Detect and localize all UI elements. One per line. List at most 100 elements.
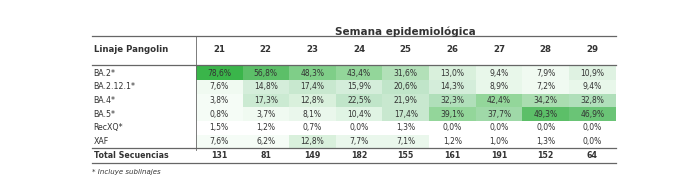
Text: 0,0%: 0,0% xyxy=(536,123,555,132)
Text: 14,8%: 14,8% xyxy=(254,82,278,91)
FancyBboxPatch shape xyxy=(382,135,429,148)
Text: 0,0%: 0,0% xyxy=(489,123,509,132)
FancyBboxPatch shape xyxy=(429,80,475,94)
Text: RecXQ*: RecXQ* xyxy=(94,123,124,132)
Text: 43,4%: 43,4% xyxy=(347,69,371,78)
Text: 17,3%: 17,3% xyxy=(254,96,278,105)
Text: 7,6%: 7,6% xyxy=(210,82,229,91)
Text: 0,7%: 0,7% xyxy=(303,123,322,132)
FancyBboxPatch shape xyxy=(336,135,382,148)
FancyBboxPatch shape xyxy=(475,80,522,94)
Text: 7,2%: 7,2% xyxy=(536,82,555,91)
FancyBboxPatch shape xyxy=(475,135,522,148)
FancyBboxPatch shape xyxy=(336,121,382,135)
Text: 12,8%: 12,8% xyxy=(301,96,324,105)
FancyBboxPatch shape xyxy=(475,66,522,80)
FancyBboxPatch shape xyxy=(429,107,475,121)
FancyBboxPatch shape xyxy=(336,66,382,80)
Text: 131: 131 xyxy=(211,151,227,160)
FancyBboxPatch shape xyxy=(569,135,615,148)
FancyBboxPatch shape xyxy=(475,107,522,121)
Text: 1,3%: 1,3% xyxy=(396,123,415,132)
Text: 0,8%: 0,8% xyxy=(210,110,229,119)
FancyBboxPatch shape xyxy=(522,80,569,94)
FancyBboxPatch shape xyxy=(382,94,429,107)
FancyBboxPatch shape xyxy=(289,94,336,107)
FancyBboxPatch shape xyxy=(242,94,289,107)
Text: 149: 149 xyxy=(304,151,321,160)
FancyBboxPatch shape xyxy=(289,135,336,148)
Text: 34,2%: 34,2% xyxy=(533,96,558,105)
FancyBboxPatch shape xyxy=(569,80,615,94)
FancyBboxPatch shape xyxy=(382,107,429,121)
Text: 28: 28 xyxy=(540,45,552,54)
Text: 12,8%: 12,8% xyxy=(301,137,324,146)
Text: 152: 152 xyxy=(538,151,554,160)
Text: 7,9%: 7,9% xyxy=(536,69,555,78)
Text: XAF: XAF xyxy=(94,137,109,146)
FancyBboxPatch shape xyxy=(382,80,429,94)
FancyBboxPatch shape xyxy=(475,94,522,107)
FancyBboxPatch shape xyxy=(522,135,569,148)
FancyBboxPatch shape xyxy=(569,107,615,121)
FancyBboxPatch shape xyxy=(429,135,475,148)
Text: 191: 191 xyxy=(491,151,507,160)
FancyBboxPatch shape xyxy=(569,121,615,135)
Text: 13,0%: 13,0% xyxy=(440,69,464,78)
Text: 0,0%: 0,0% xyxy=(583,123,602,132)
Text: 3,7%: 3,7% xyxy=(256,110,275,119)
FancyBboxPatch shape xyxy=(196,107,242,121)
Text: 155: 155 xyxy=(397,151,414,160)
FancyBboxPatch shape xyxy=(196,94,242,107)
Text: 49,3%: 49,3% xyxy=(533,110,558,119)
Text: 7,7%: 7,7% xyxy=(350,137,368,146)
FancyBboxPatch shape xyxy=(522,66,569,80)
Text: 56,8%: 56,8% xyxy=(254,69,278,78)
Text: 1,0%: 1,0% xyxy=(489,137,509,146)
Text: 14,3%: 14,3% xyxy=(440,82,464,91)
Text: 8,1%: 8,1% xyxy=(303,110,322,119)
FancyBboxPatch shape xyxy=(429,66,475,80)
Text: 6,2%: 6,2% xyxy=(256,137,275,146)
Text: 0,0%: 0,0% xyxy=(350,123,368,132)
Text: 17,4%: 17,4% xyxy=(300,82,324,91)
FancyBboxPatch shape xyxy=(475,121,522,135)
FancyBboxPatch shape xyxy=(336,80,382,94)
FancyBboxPatch shape xyxy=(429,121,475,135)
Text: Linaje Pangolin: Linaje Pangolin xyxy=(94,45,168,54)
Text: 3,8%: 3,8% xyxy=(210,96,229,105)
Text: BA.2.12.1*: BA.2.12.1* xyxy=(94,82,136,91)
Text: 1,5%: 1,5% xyxy=(210,123,229,132)
FancyBboxPatch shape xyxy=(196,80,242,94)
Text: 8,9%: 8,9% xyxy=(489,82,509,91)
Text: BA.2*: BA.2* xyxy=(94,69,116,78)
FancyBboxPatch shape xyxy=(522,94,569,107)
Text: 161: 161 xyxy=(444,151,460,160)
FancyBboxPatch shape xyxy=(522,107,569,121)
FancyBboxPatch shape xyxy=(336,107,382,121)
Text: * Incluye sublinajes: * Incluye sublinajes xyxy=(92,169,160,175)
Text: 39,1%: 39,1% xyxy=(440,110,464,119)
Text: 32,3%: 32,3% xyxy=(440,96,464,105)
Text: 22,5%: 22,5% xyxy=(347,96,371,105)
Text: 46,9%: 46,9% xyxy=(580,110,604,119)
Text: 23: 23 xyxy=(306,45,319,54)
Text: 64: 64 xyxy=(586,151,598,160)
Text: 21: 21 xyxy=(213,45,225,54)
FancyBboxPatch shape xyxy=(289,66,336,80)
FancyBboxPatch shape xyxy=(382,66,429,80)
FancyBboxPatch shape xyxy=(382,121,429,135)
FancyBboxPatch shape xyxy=(569,94,615,107)
Text: 7,6%: 7,6% xyxy=(210,137,229,146)
Text: 32,8%: 32,8% xyxy=(580,96,604,105)
FancyBboxPatch shape xyxy=(289,121,336,135)
Text: 1,2%: 1,2% xyxy=(443,137,462,146)
Text: 42,4%: 42,4% xyxy=(487,96,511,105)
Text: 182: 182 xyxy=(351,151,367,160)
Text: 26: 26 xyxy=(446,45,458,54)
Text: 24: 24 xyxy=(353,45,365,54)
FancyBboxPatch shape xyxy=(289,80,336,94)
Text: 21,9%: 21,9% xyxy=(394,96,417,105)
Text: 22: 22 xyxy=(260,45,272,54)
Text: 31,6%: 31,6% xyxy=(394,69,417,78)
